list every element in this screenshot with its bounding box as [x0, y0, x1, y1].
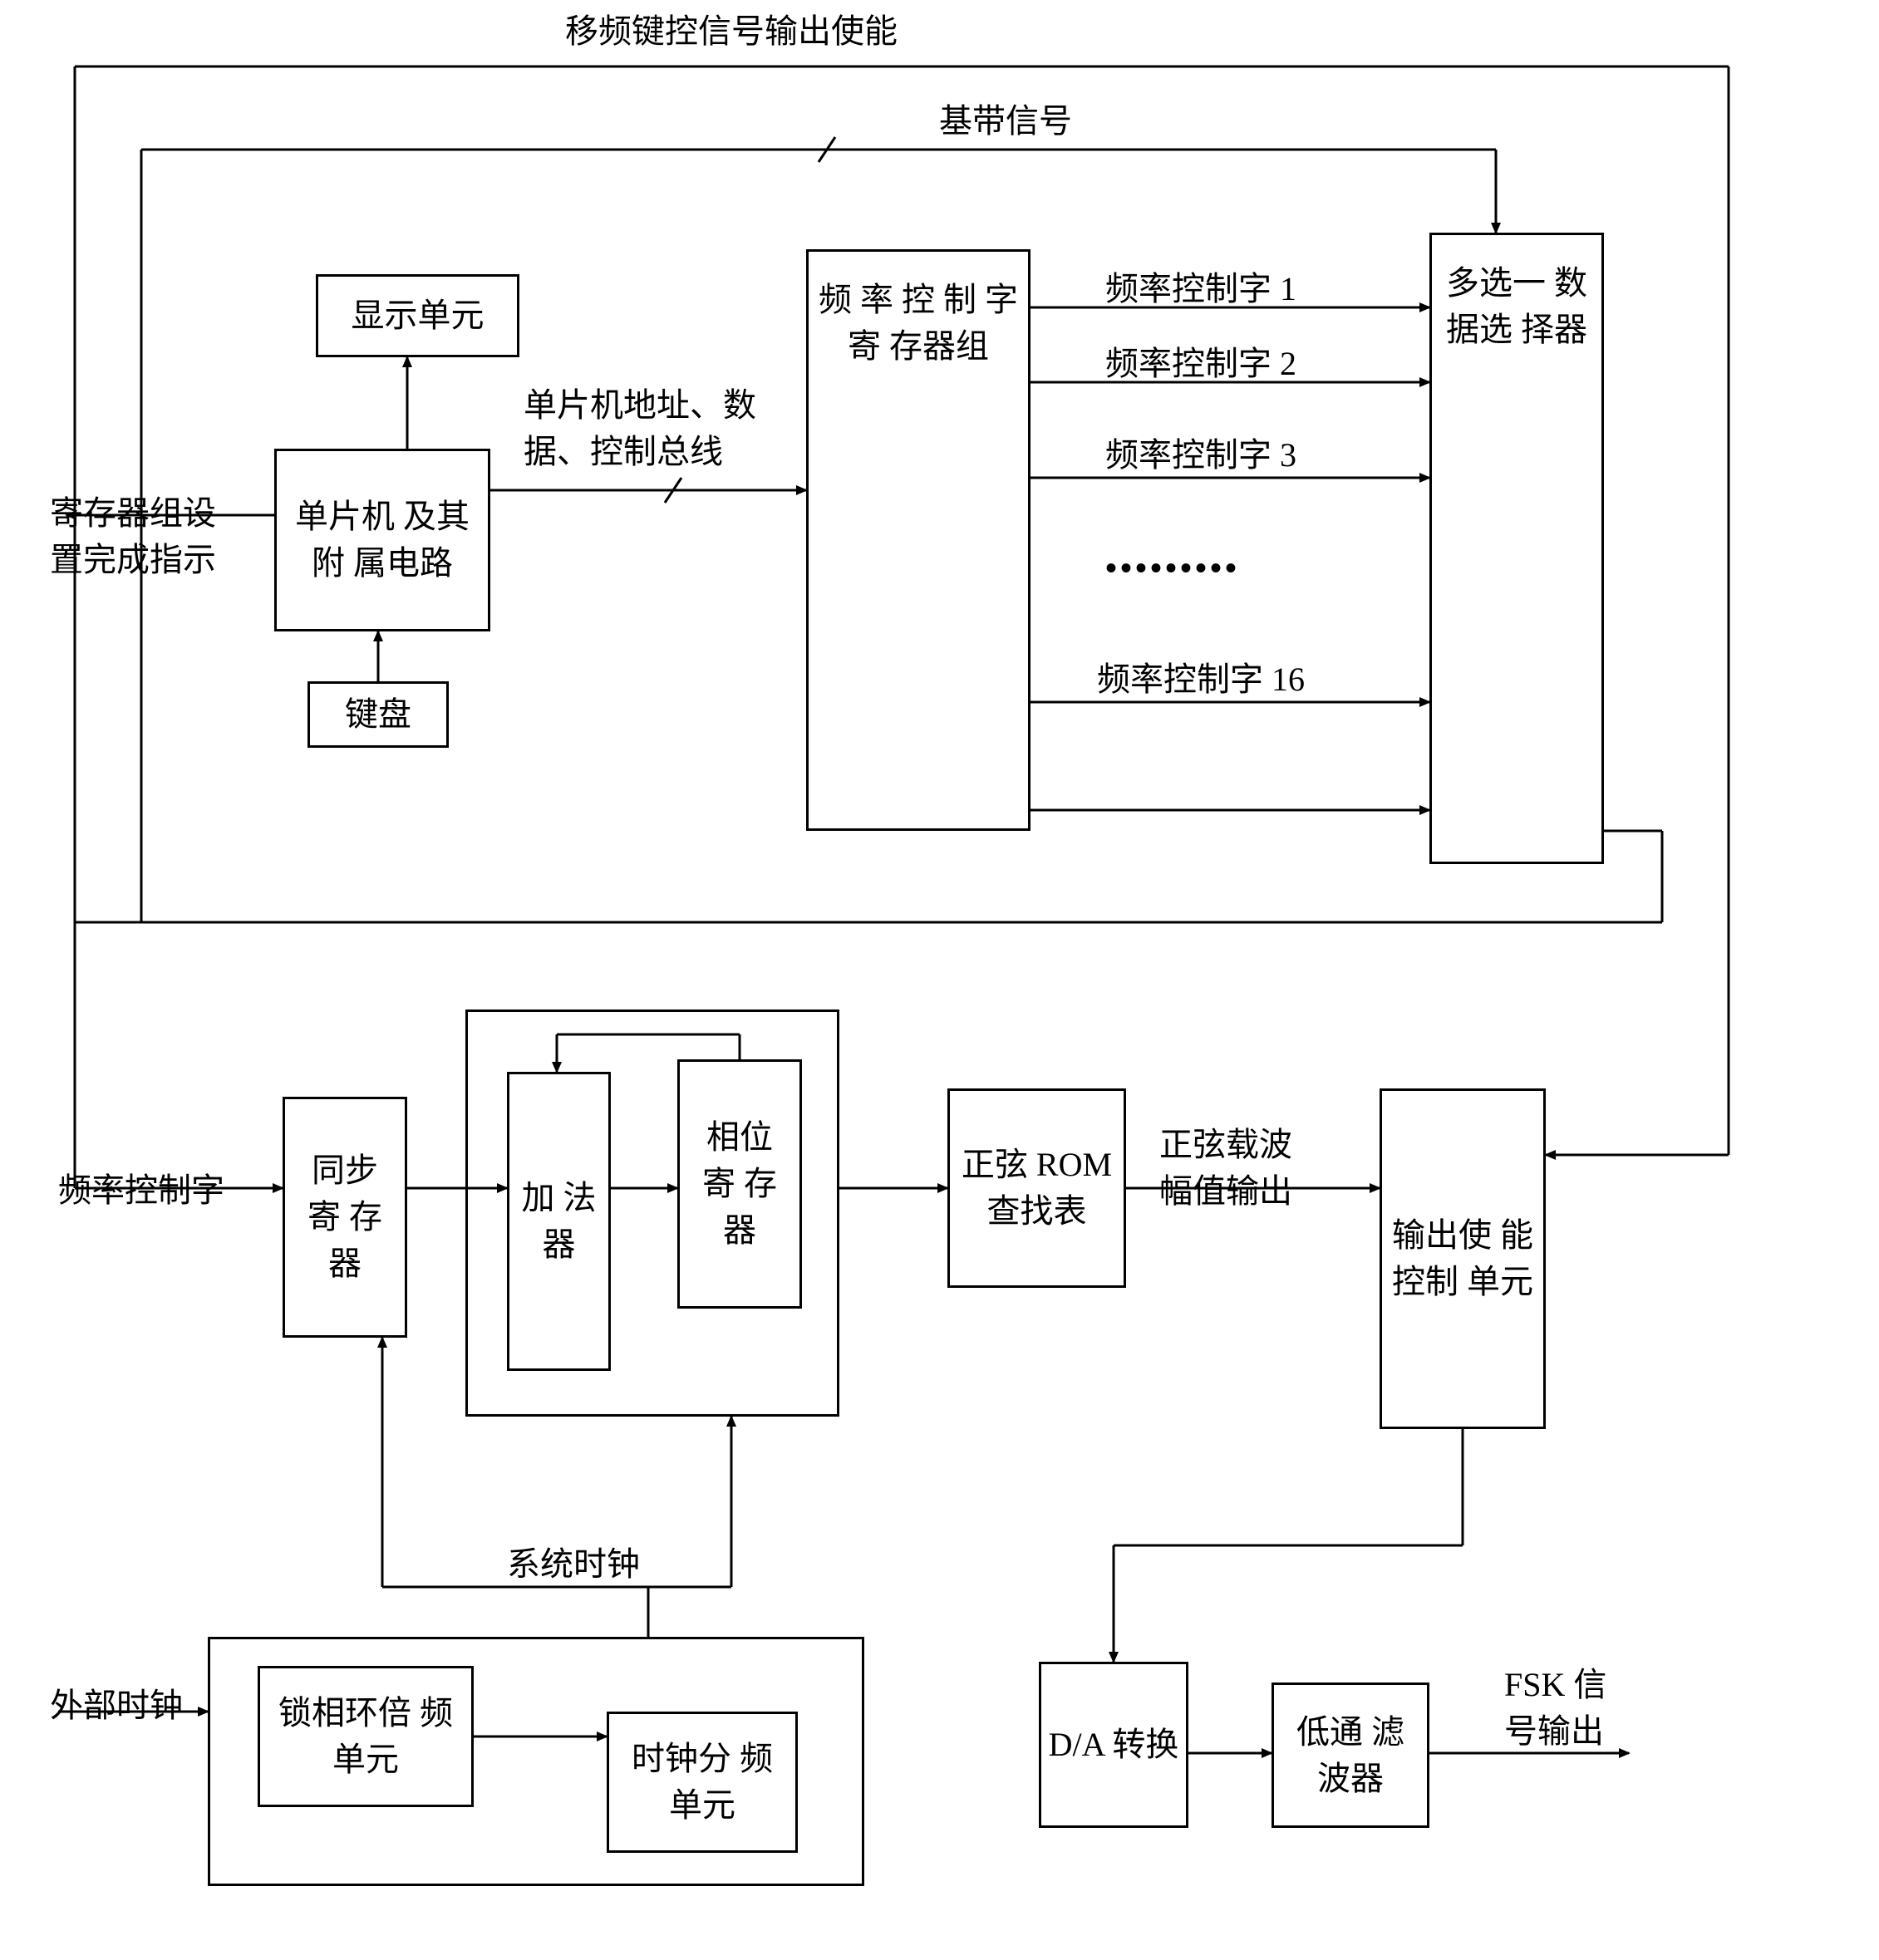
sys-clock-label: 系统时钟: [507, 1541, 640, 1588]
output-enable-box: 输出使 能控制 单元: [1380, 1088, 1546, 1429]
lpf-text: 低通 滤波器: [1281, 1709, 1420, 1802]
fcw-label: 频率控制字: [58, 1167, 224, 1214]
keyboard-text: 键盘: [345, 691, 411, 738]
sine-rom-text: 正弦 ROM 查找表: [957, 1142, 1117, 1235]
diagram-canvas: 移频键控信号输出使能 基带信号 寄存器组设 置完成指示 显示单元 单片机 及其附…: [0, 0, 1879, 1960]
lpf-box: 低通 滤波器: [1272, 1682, 1429, 1828]
left-out-label: 寄存器组设 置完成指示: [50, 490, 216, 583]
sync-reg-box: 同步 寄 存器: [283, 1097, 407, 1338]
dots: •••••••••: [1105, 548, 1240, 587]
output-enable-text: 输出使 能控制 单元: [1389, 1212, 1537, 1305]
clk-div-box: 时钟分 频单元: [607, 1712, 798, 1853]
fcw16-label: 频率控制字 16: [1097, 656, 1305, 703]
display-unit-box: 显示单元: [316, 274, 519, 357]
adder-box: 加 法 器: [507, 1072, 611, 1371]
bus-label: 单片机地址、数 据、控制总线: [524, 382, 756, 475]
mcu-text: 单片机 及其附 属电路: [283, 494, 481, 587]
title-fsk-enable: 移频键控信号输出使能: [565, 8, 898, 55]
dac-text: D/A 转换: [1049, 1722, 1179, 1768]
display-unit-text: 显示单元: [352, 292, 485, 339]
dac-box: D/A 转换: [1039, 1662, 1188, 1828]
adder-text: 加 法 器: [516, 1175, 602, 1268]
fsk-out-label: FSK 信 号输出: [1504, 1662, 1606, 1755]
fcw3-label: 频率控制字 3: [1105, 432, 1296, 479]
title-baseband: 基带信号: [939, 98, 1072, 145]
fcw1-label: 频率控制字 1: [1105, 266, 1296, 312]
freq-reg-group-box: 频 率 控 制 字 寄 存器组: [806, 249, 1030, 831]
sync-reg-text: 同步 寄 存器: [292, 1147, 398, 1287]
mux-box: 多选一 数据选 择器: [1429, 233, 1604, 864]
pll-text: 锁相环倍 频单元: [267, 1690, 465, 1783]
mcu-box: 单片机 及其附 属电路: [274, 449, 490, 631]
mux-text: 多选一 数据选 择器: [1439, 260, 1595, 353]
sine-out-label: 正弦载波 幅值输出: [1159, 1122, 1292, 1215]
fcw2-label: 频率控制字 2: [1105, 341, 1296, 387]
ext-clock-label: 外部时钟: [50, 1682, 183, 1729]
keyboard-box: 键盘: [307, 681, 449, 748]
phase-reg-text: 相位 寄 存器: [686, 1114, 793, 1254]
clk-div-text: 时钟分 频单元: [616, 1736, 789, 1829]
sine-rom-box: 正弦 ROM 查找表: [947, 1088, 1126, 1288]
freq-reg-group-text: 频 率 控 制 字 寄 存器组: [815, 277, 1021, 370]
pll-box: 锁相环倍 频单元: [258, 1666, 474, 1807]
phase-reg-box: 相位 寄 存器: [677, 1059, 802, 1309]
